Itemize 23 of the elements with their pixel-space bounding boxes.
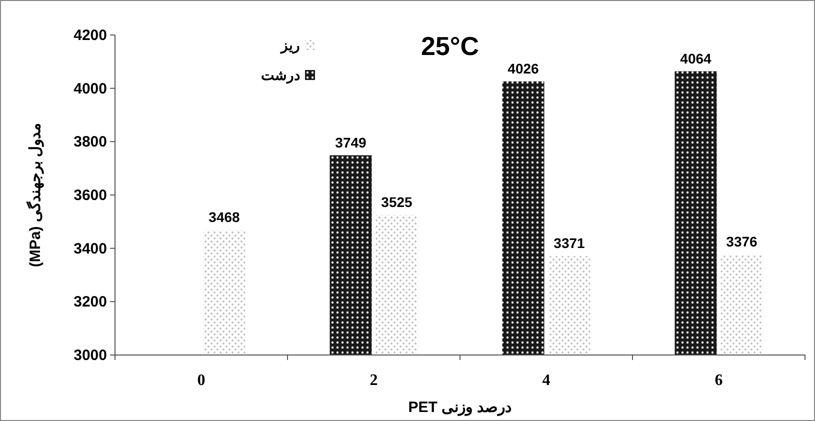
y-tick-label: 3200 — [74, 294, 107, 311]
y-tick-label: 3800 — [74, 134, 107, 151]
chart-title: 25°C — [420, 31, 480, 61]
x-tick-label: 6 — [714, 372, 723, 389]
data-label: 3525 — [381, 194, 413, 210]
y-axis-title: مدول برجهندگی (MPa) — [26, 122, 44, 268]
data-label: 3376 — [726, 234, 758, 250]
y-tick-label: 3000 — [74, 347, 107, 364]
y-tick-label: 3400 — [74, 240, 107, 258]
x-tick-label: 2 — [370, 372, 378, 389]
x-tick-label: 0 — [197, 372, 206, 389]
x-tick-label: 4 — [542, 372, 550, 389]
y-tick-label: 4000 — [74, 80, 107, 98]
y-tick-label: 3600 — [74, 187, 107, 204]
data-label: 4026 — [508, 60, 540, 76]
data-label: 4064 — [680, 50, 712, 66]
legend-label: درشت — [261, 67, 300, 84]
data-label: 3468 — [208, 209, 240, 226]
y-tick-label: 4200 — [74, 27, 107, 44]
x-axis-title: درصد وزنی PET — [408, 399, 512, 416]
data-label: 3749 — [335, 134, 367, 150]
legend-label: ریز — [280, 37, 300, 54]
data-label: 3371 — [554, 235, 586, 252]
